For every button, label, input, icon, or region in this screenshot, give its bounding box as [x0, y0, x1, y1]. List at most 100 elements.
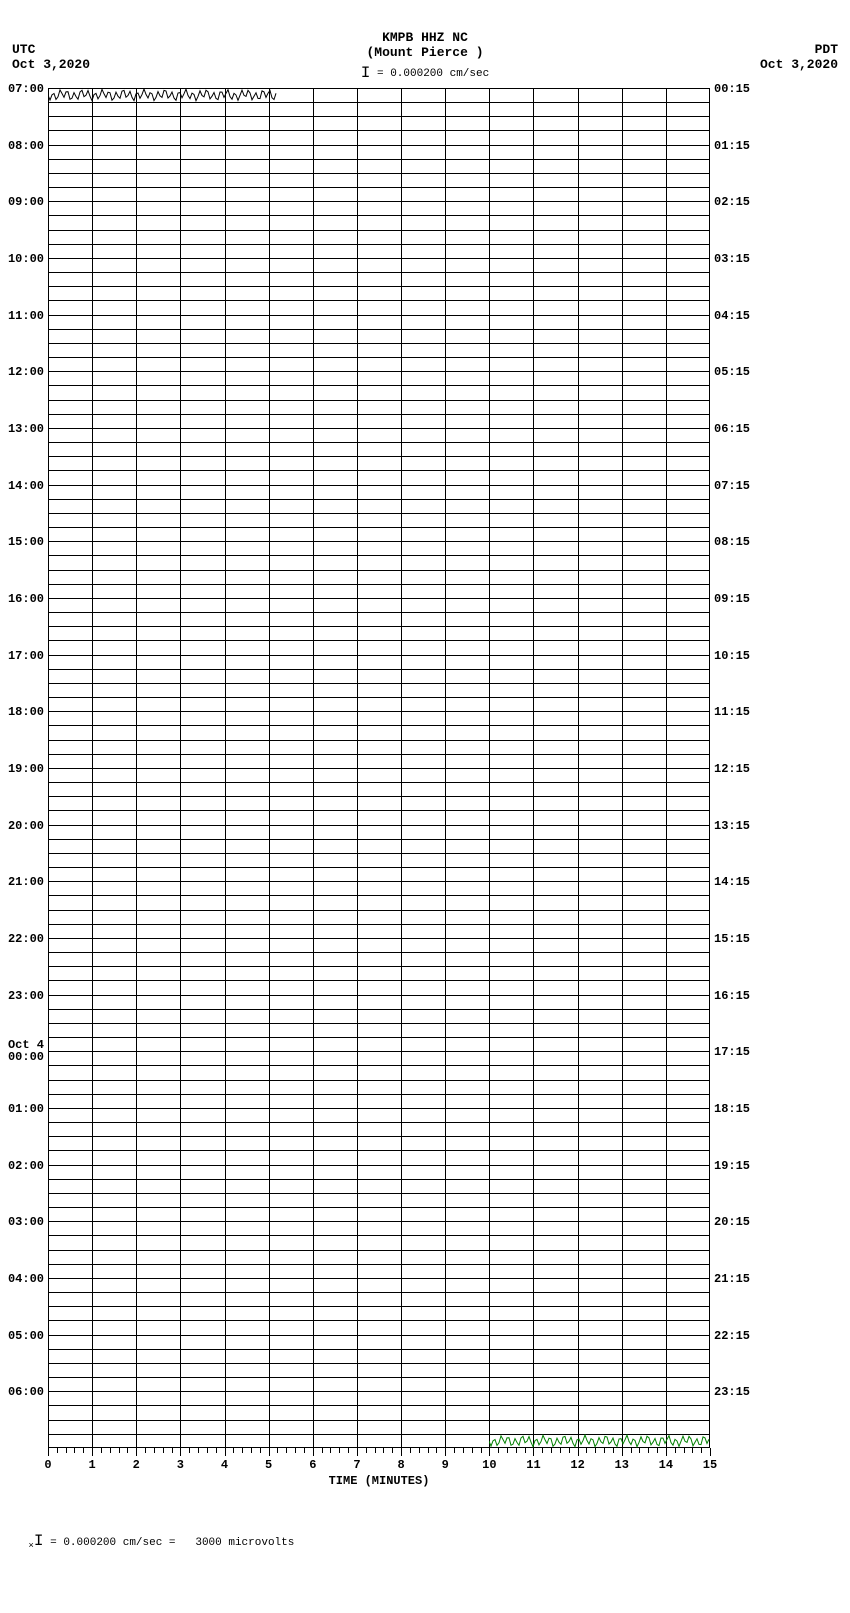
x-tick-minor: [286, 1448, 287, 1453]
right-time-label: 14:15: [710, 876, 750, 888]
x-tick-major: [666, 1448, 667, 1456]
left-time-label: 05:00: [8, 1330, 48, 1342]
right-time-label: 12:15: [710, 763, 750, 775]
station-code: KMPB HHZ NC: [0, 0, 850, 45]
grid-col: [313, 88, 314, 1448]
grid-row: [48, 1179, 710, 1180]
tz-left-label: UTC: [12, 42, 90, 57]
seismogram-container: KMPB HHZ NC (Mount Pierce ) UTC Oct 3,20…: [0, 0, 850, 1613]
right-time-label: 06:15: [710, 423, 750, 435]
tz-right-date: Oct 3,2020: [760, 57, 838, 72]
grid-row: [48, 825, 710, 826]
x-tick-major: [180, 1448, 181, 1456]
x-tick-minor: [189, 1448, 190, 1453]
x-tick-minor: [542, 1448, 543, 1453]
x-tick-minor: [172, 1448, 173, 1453]
x-tick-minor: [366, 1448, 367, 1453]
grid-row: [48, 400, 710, 401]
x-tick-minor: [410, 1448, 411, 1453]
x-tick-minor: [198, 1448, 199, 1453]
footer-text: = 0.000200 cm/sec = 3000 microvolts: [44, 1537, 295, 1549]
grid-col: [445, 88, 446, 1448]
grid-row: [48, 966, 710, 967]
x-tick-major: [710, 1448, 711, 1456]
x-tick-label: 5: [265, 1458, 272, 1472]
grid-row: [48, 910, 710, 911]
grid-col: [533, 88, 534, 1448]
x-tick-minor: [675, 1448, 676, 1453]
grid-row: [48, 853, 710, 854]
grid-col: [578, 88, 579, 1448]
x-tick-minor: [74, 1448, 75, 1453]
grid-row: [48, 541, 710, 542]
grid-row: [48, 130, 710, 131]
left-time-label: 23:00: [8, 990, 48, 1002]
grid-row: [48, 1335, 710, 1336]
grid-row: [48, 584, 710, 585]
x-tick-minor: [684, 1448, 685, 1453]
x-tick-label: 15: [703, 1458, 717, 1472]
left-time-label: 03:00: [8, 1216, 48, 1228]
grid-row: [48, 315, 710, 316]
grid-col: [225, 88, 226, 1448]
x-tick-label: 9: [442, 1458, 449, 1472]
grid-col: [622, 88, 623, 1448]
grid-row: [48, 555, 710, 556]
x-tick-minor: [66, 1448, 67, 1453]
right-time-label: 22:15: [710, 1330, 750, 1342]
grid-row: [48, 1150, 710, 1151]
x-tick-minor: [701, 1448, 702, 1453]
left-time-label: 06:00: [8, 1386, 48, 1398]
x-tick-label: 13: [615, 1458, 629, 1472]
x-tick-minor: [436, 1448, 437, 1453]
grid-row: [48, 357, 710, 358]
tz-left: UTC Oct 3,2020: [12, 42, 90, 72]
x-tick-minor: [507, 1448, 508, 1453]
header: KMPB HHZ NC (Mount Pierce ): [0, 0, 850, 60]
grid-row: [48, 1420, 710, 1421]
x-tick-minor: [631, 1448, 632, 1453]
grid-row: [48, 1108, 710, 1109]
right-time-label: 07:15: [710, 480, 750, 492]
grid-row: [48, 258, 710, 259]
left-time-label: 18:00: [8, 706, 48, 718]
right-time-label: 02:15: [710, 196, 750, 208]
grid-row: [48, 1009, 710, 1010]
left-time-label: 02:00: [8, 1160, 48, 1172]
right-time-label: 17:15: [710, 1046, 750, 1058]
grid-row: [48, 867, 710, 868]
x-tick-major: [622, 1448, 623, 1456]
grid-row: [48, 428, 710, 429]
x-tick-minor: [428, 1448, 429, 1453]
grid-row: [48, 1306, 710, 1307]
grid-row: [48, 1363, 710, 1364]
grid-row: [48, 697, 710, 698]
x-tick-label: 4: [221, 1458, 228, 1472]
x-tick-minor: [145, 1448, 146, 1453]
grid-row: [48, 527, 710, 528]
x-tick-minor: [383, 1448, 384, 1453]
grid-row: [48, 1349, 710, 1350]
left-time-label: 09:00: [8, 196, 48, 208]
right-time-label: 19:15: [710, 1160, 750, 1172]
grid-row: [48, 711, 710, 712]
grid-row: [48, 1023, 710, 1024]
x-tick-label: 3: [177, 1458, 184, 1472]
x-tick-label: 12: [570, 1458, 584, 1472]
x-tick-minor: [304, 1448, 305, 1453]
x-tick-label: 14: [659, 1458, 673, 1472]
grid-row: [48, 1136, 710, 1137]
right-time-label: 23:15: [710, 1386, 750, 1398]
tz-right-label: PDT: [760, 42, 838, 57]
grid-row: [48, 173, 710, 174]
scale-text: = 0.000200 cm/sec: [370, 68, 489, 80]
left-time-label: 20:00: [8, 820, 48, 832]
x-tick-minor: [233, 1448, 234, 1453]
grid-row: [48, 230, 710, 231]
grid-row: [48, 329, 710, 330]
x-tick-major: [533, 1448, 534, 1456]
x-tick-minor: [260, 1448, 261, 1453]
grid-col: [180, 88, 181, 1448]
grid-row: [48, 995, 710, 996]
x-tick-minor: [472, 1448, 473, 1453]
